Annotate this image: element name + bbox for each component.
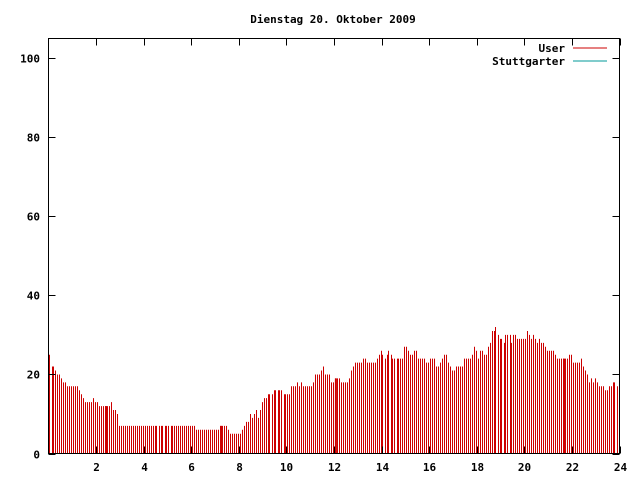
x-tick-label-8: 18 <box>471 461 484 474</box>
bar-series <box>49 327 620 454</box>
x-tick-label-9: 20 <box>518 461 531 474</box>
legend: User Stuttgarter <box>492 42 607 68</box>
x-tick-label-3: 8 <box>236 461 243 474</box>
y-tick-label-3: 60 <box>27 211 40 224</box>
legend-label-user: User <box>539 42 566 55</box>
y-tick-label-1: 20 <box>27 369 40 382</box>
chart-title: Dienstag 20. Oktober 2009 <box>250 13 416 26</box>
legend-label-stuttgarter: Stuttgarter <box>492 55 565 68</box>
x-tick-label-10: 22 <box>566 461 579 474</box>
y-axis: 0 20 40 60 80 100 <box>20 53 620 462</box>
highlight-bars <box>105 358 566 454</box>
x-tick-label-0: 2 <box>93 461 100 474</box>
x-tick-label-5: 12 <box>328 461 341 474</box>
x-tick-label-4: 10 <box>280 461 293 474</box>
y-tick-label-4: 80 <box>27 132 40 145</box>
x-axis: 2 4 6 8 10 12 14 16 18 20 22 24 <box>93 38 628 474</box>
x-tick-label-6: 14 <box>376 461 390 474</box>
y-tick-label-5: 100 <box>20 53 40 66</box>
y-tick-label-0: 0 <box>33 449 40 462</box>
x-tick-label-1: 4 <box>141 461 148 474</box>
x-tick-label-11: 24 <box>614 461 628 474</box>
x-tick-label-2: 6 <box>188 461 195 474</box>
y-tick-label-2: 40 <box>27 290 40 303</box>
x-tick-label-7: 16 <box>423 461 437 474</box>
